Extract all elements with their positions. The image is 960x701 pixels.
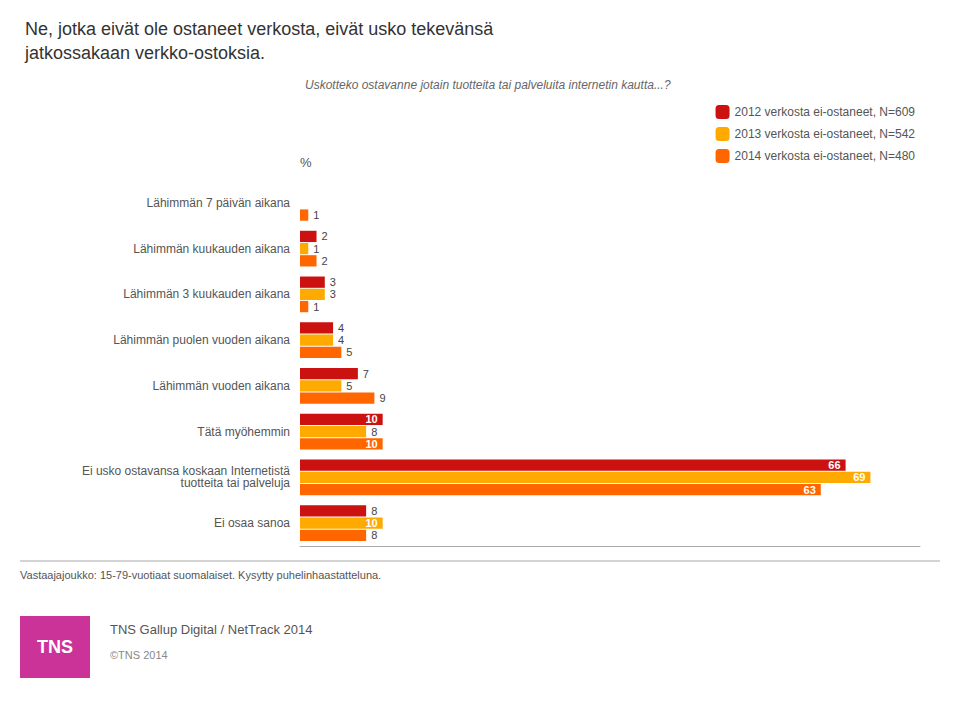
svg-text:66: 66 xyxy=(828,459,840,471)
svg-text:1: 1 xyxy=(313,301,319,313)
svg-text:1: 1 xyxy=(313,243,319,255)
svg-text:Ei osaa sanoa: Ei osaa sanoa xyxy=(214,516,290,530)
svg-text:©TNS 2014: ©TNS 2014 xyxy=(110,649,168,661)
svg-text:%: % xyxy=(300,155,312,170)
svg-text:7: 7 xyxy=(363,368,369,380)
svg-text:9: 9 xyxy=(379,392,385,404)
svg-text:Lähimmän 7 päivän aikana: Lähimmän 7 päivän aikana xyxy=(147,196,291,210)
svg-text:2014 verkosta ei-ostaneet, N=4: 2014 verkosta ei-ostaneet, N=480 xyxy=(735,149,916,163)
svg-text:10: 10 xyxy=(365,413,377,425)
svg-text:8: 8 xyxy=(371,529,377,541)
svg-text:Vastaajajoukko: 15-79-vuotiaat: Vastaajajoukko: 15-79-vuotiaat suomalais… xyxy=(20,569,381,581)
svg-text:1: 1 xyxy=(313,209,319,221)
svg-text:2012 verkosta ei-ostaneet, N=6: 2012 verkosta ei-ostaneet, N=609 xyxy=(735,105,916,119)
svg-text:4: 4 xyxy=(338,334,344,346)
svg-text:8: 8 xyxy=(371,426,377,438)
svg-text:jatkossakaan verkko-ostoksia.: jatkossakaan verkko-ostoksia. xyxy=(24,43,265,63)
svg-text:10: 10 xyxy=(365,517,377,529)
svg-text:3: 3 xyxy=(330,288,336,300)
svg-text:Lähimmän kuukauden aikana: Lähimmän kuukauden aikana xyxy=(133,242,290,256)
svg-text:2013 verkosta ei-ostaneet, N=5: 2013 verkosta ei-ostaneet, N=542 xyxy=(735,127,916,141)
svg-text:TNS Gallup Digital / NetTrack: TNS Gallup Digital / NetTrack 2014 xyxy=(110,622,313,637)
svg-text:Lähimmän puolen vuoden aikana: Lähimmän puolen vuoden aikana xyxy=(113,333,290,347)
svg-text:Lähimmän 3 kuukauden aikana: Lähimmän 3 kuukauden aikana xyxy=(123,287,290,301)
svg-text:Lähimmän vuoden aikana: Lähimmän vuoden aikana xyxy=(153,379,291,393)
svg-text:8: 8 xyxy=(371,505,377,517)
svg-text:3: 3 xyxy=(330,276,336,288)
svg-text:2: 2 xyxy=(322,255,328,267)
svg-text:TNS: TNS xyxy=(37,637,73,657)
svg-text:2: 2 xyxy=(322,230,328,242)
svg-text:69: 69 xyxy=(853,471,865,483)
svg-text:Ei usko ostavansa koskaan Inte: Ei usko ostavansa koskaan Internetistä xyxy=(81,464,290,479)
svg-text:Ne, jotka eivät ole ostaneet v: Ne, jotka eivät ole ostaneet verkosta, e… xyxy=(25,19,494,39)
svg-text:Uskotteko ostavanne jotain tuo: Uskotteko ostavanne jotain tuotteita tai… xyxy=(305,78,671,92)
svg-text:5: 5 xyxy=(346,346,352,358)
svg-text:10: 10 xyxy=(365,438,377,450)
svg-text:63: 63 xyxy=(804,484,816,496)
svg-text:4: 4 xyxy=(338,322,344,334)
svg-text:5: 5 xyxy=(346,380,352,392)
svg-text:tuotteita tai palveluja: tuotteita tai palveluja xyxy=(181,476,291,490)
svg-text:Tätä myöhemmin: Tätä myöhemmin xyxy=(197,425,290,439)
